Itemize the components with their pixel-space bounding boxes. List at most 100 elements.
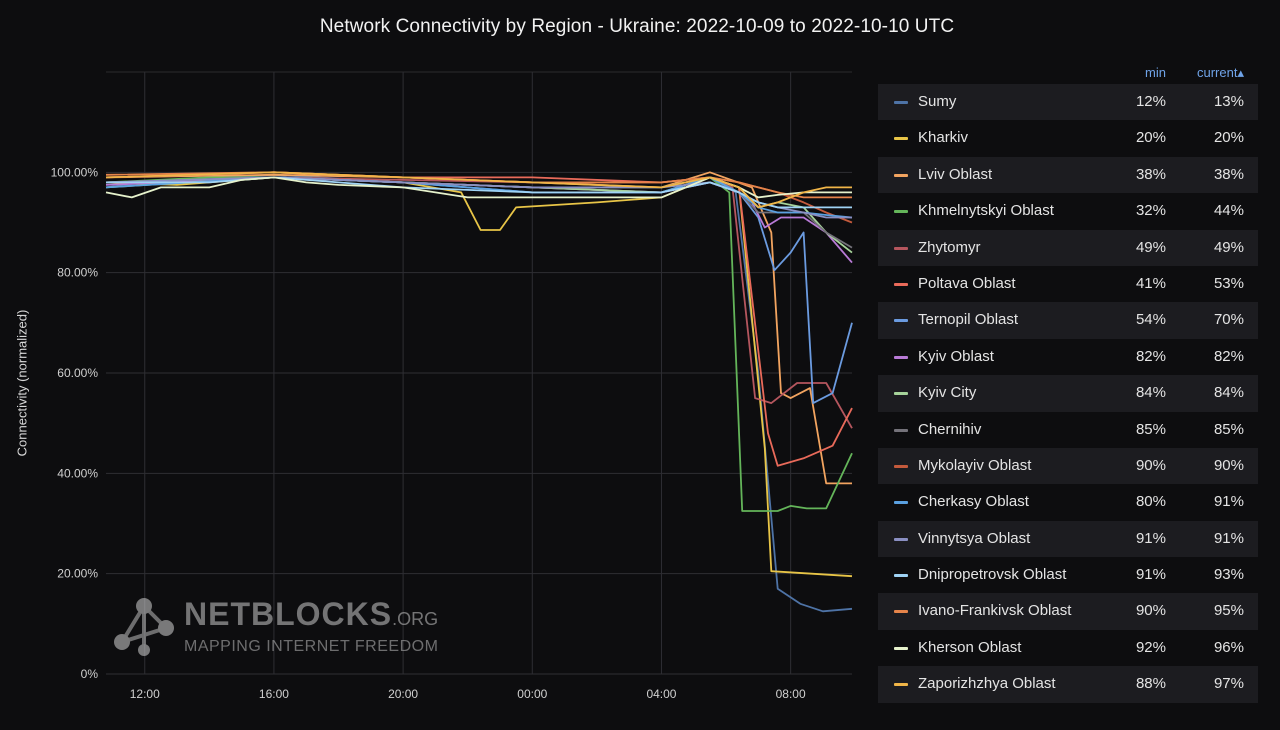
legend-current-value: 84% [1213,384,1244,402]
legend-item-mykolayiv-oblast[interactable]: Mykolayiv Oblast 90% 90% [878,447,1258,485]
legend-current-value: 91% [1213,529,1244,547]
legend-swatch [894,282,908,286]
legend-item-kharkiv[interactable]: Kharkiv 20% 20% [878,120,1258,156]
legend-min-value: 12% [1135,93,1166,110]
series-line-zhytomyr [105,176,853,429]
legend-series-name: Sumy [918,93,957,110]
netblocks-logo-icon [114,598,174,656]
y-tick-labels: 0% 20.00% 40.00% 60.00% 80.00% 100.00% [51,165,99,681]
chart-title: Network Connectivity by Region - Ukraine… [319,16,955,37]
legend-swatch [894,428,908,432]
legend-item-khmelnytskyi-oblast[interactable]: Khmelnytskyi Oblast 32% 44% [878,193,1258,229]
line-chart: 0%20.00%40.00%60.00%80.00%100.00% 12:00 1… [51,71,853,701]
legend-swatch [894,464,908,468]
sort-caret-icon: ▴ [1237,65,1244,80]
legend-item-lviv-oblast[interactable]: Lviv Oblast 38% 38% [878,156,1258,194]
y-axis-label: Connectivity (normalized) [14,309,30,457]
legend-col-current[interactable]: current▴ [1197,65,1244,81]
legend-item-kyiv-oblast[interactable]: Kyiv Oblast 82% 82% [878,339,1258,375]
legend-min-value: 20% [1135,129,1166,147]
series-line-kharkiv [105,176,853,578]
legend-swatch [894,537,908,541]
legend-series-name: Ivano-Frankivsk Oblast [918,602,1072,620]
legend-min-value: 80% [1135,493,1166,511]
wordmark-suffix: .ORG [392,609,439,629]
legend-min-value: 85% [1135,420,1166,438]
legend-item-sumy[interactable]: Sumy 12% 13% [878,84,1258,121]
legend-item-dnipropetrovsk-oblast[interactable]: Dnipropetrovsk Oblast 91% 93% [878,557,1258,593]
legend-rows: Sumy 12% 13% Kharkiv 20% 20% Lviv Oblast 38% 38%… [878,84,1258,703]
y-tick-label: 20.00% [57,567,98,581]
wordmark-tagline: MAPPING INTERNET FREEDOM [184,638,439,655]
series-line-ternopil-oblast [105,176,853,405]
legend-min-value: 91% [1135,529,1166,547]
legend-series-name: Chernihiv [918,420,982,438]
legend-swatch [894,101,908,104]
x-tick-label: 12:00 [130,687,160,701]
legend-min-value: 90% [1135,456,1166,474]
series-lines [105,171,853,613]
legend-swatch [894,646,908,650]
legend-item-cherkasy-oblast[interactable]: Cherkasy Oblast 80% 91% [878,484,1258,520]
legend-current-value: 95% [1213,602,1244,620]
legend-swatch [894,501,908,505]
legend-item-vinnytsya-oblast[interactable]: Vinnytsya Oblast 91% 91% [878,520,1258,558]
legend-item-ivano-frankivsk-oblast[interactable]: Ivano-Frankivsk Oblast 90% 95% [878,593,1258,630]
series-line-poltava-oblast [105,171,853,467]
legend-series-name: Khmelnytskyi Oblast [918,202,1054,220]
x-tick-label: 00:00 [517,687,547,701]
legend-swatch [894,173,908,177]
legend-item-poltava-oblast[interactable]: Poltava Oblast 41% 53% [878,266,1258,302]
x-tick-labels: 12:00 16:00 20:00 00:00 04:00 08:00 [130,687,806,701]
x-tick-label: 08:00 [776,687,806,701]
series-line-kherson-oblast [105,176,852,199]
legend-series-name: Kyiv Oblast [918,347,994,365]
legend-col-min[interactable]: min [1145,65,1166,80]
x-tick-label: 20:00 [388,687,418,701]
legend-swatch [894,246,908,250]
legend-current-value: 38% [1213,165,1244,183]
legend-min-value: 41% [1135,274,1166,292]
legend-series-name: Zaporizhzhya Oblast [918,675,1056,693]
legend-current-value: 49% [1213,238,1244,256]
legend-table: min current▴ Sumy 12% 13% Kharkiv 20% 20% Lviv… [878,62,1258,703]
legend-series-name: Mykolayiv Oblast [918,456,1032,474]
legend-item-ternopil-oblast[interactable]: Ternopil Oblast 54% 70% [878,302,1258,339]
legend-series-name: Kherson Oblast [918,638,1022,656]
legend-current-value: 85% [1213,420,1244,438]
legend-swatch [894,355,908,359]
netblocks-watermark: NETBLOCKS.ORG MAPPING INTERNET FREEDOM [108,592,438,669]
legend-series-name: Zhytomyr [918,238,981,256]
legend-min-value: 84% [1135,384,1166,402]
legend-min-value: 32% [1135,202,1166,220]
legend-item-zaporizhzhya-oblast[interactable]: Zaporizhzhya Oblast 88% 97% [878,666,1258,703]
legend-swatch [894,683,908,687]
legend-current-value: 96% [1213,638,1244,656]
legend-series-name: Lviv Oblast [918,165,993,183]
legend-current-value: 90% [1213,456,1244,474]
legend-min-value: 82% [1135,347,1166,365]
y-tick-label: 40.00% [57,466,98,480]
legend-item-kyiv-city[interactable]: Kyiv City 84% 84% [878,375,1258,412]
legend-current-value: 20% [1213,129,1244,147]
legend-current-value: 93% [1213,566,1244,584]
grid-lines [106,71,852,675]
legend-item-zhytomyr[interactable]: Zhytomyr 49% 49% [878,229,1258,266]
legend-min-value: 38% [1135,165,1166,183]
legend-min-value: 90% [1135,602,1166,620]
legend-min-value: 54% [1135,311,1166,329]
legend-swatch [894,319,908,323]
legend-item-kherson-oblast[interactable]: Kherson Oblast 92% 96% [878,630,1258,666]
series-line-sumy [105,173,853,613]
y-tick-label: 100.00% [51,165,99,179]
legend-swatch [894,137,908,141]
legend-series-name: Poltava Oblast [918,274,1016,292]
legend-item-chernihiv[interactable]: Chernihiv 85% 85% [878,412,1258,448]
legend-current-value: 13% [1213,93,1244,110]
legend-current-value: 44% [1213,202,1244,220]
legend-swatch [894,392,908,396]
legend-min-value: 92% [1135,638,1166,656]
wordmark-name: NETBLOCKS [184,596,393,632]
legend-min-value: 88% [1135,675,1166,693]
netblocks-wordmark: NETBLOCKS.ORG [184,596,438,633]
